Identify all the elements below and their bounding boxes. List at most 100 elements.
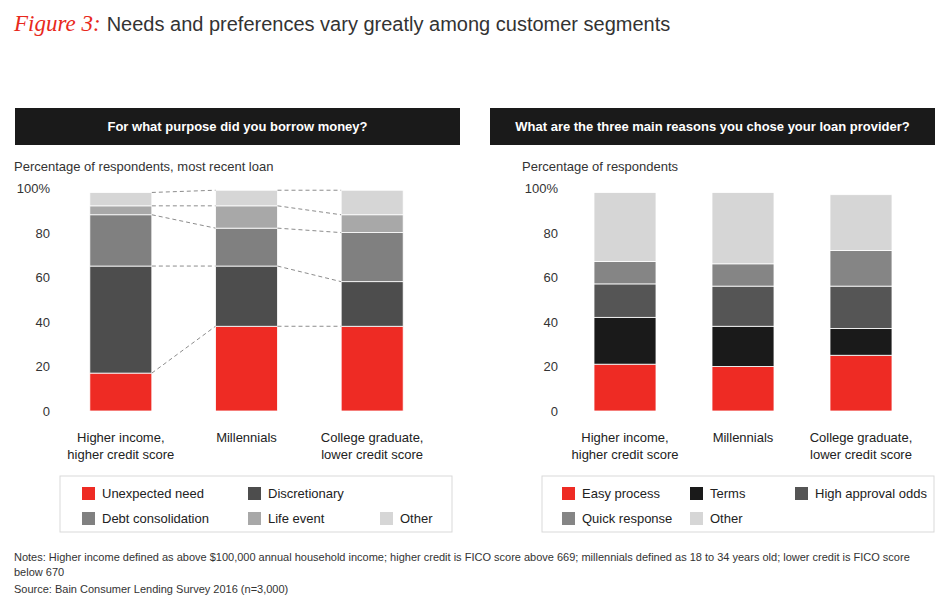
bar-segment xyxy=(830,355,892,411)
chart-title: What are the three main reasons you chos… xyxy=(515,119,909,134)
bar-segment xyxy=(712,326,774,366)
legend-swatch xyxy=(562,512,575,525)
legend-swatch xyxy=(248,487,261,500)
y-tick xyxy=(562,366,565,367)
category-label: College graduate,lower credit score xyxy=(321,430,424,462)
connector xyxy=(278,266,342,282)
y-tick xyxy=(562,188,565,189)
y-tick xyxy=(562,277,565,278)
connector xyxy=(152,266,216,267)
source: Source: Bain Consumer Lending Survey 201… xyxy=(14,582,934,597)
subtitle: Percentage of respondents xyxy=(522,159,679,174)
bar-segment xyxy=(341,215,403,233)
category-label-line: higher credit score xyxy=(67,447,174,462)
legend-box xyxy=(60,476,452,532)
y-tick-label: 0 xyxy=(43,404,50,419)
connector xyxy=(152,190,216,192)
y-tick-label: 20 xyxy=(544,359,558,374)
y-tick-label: 80 xyxy=(36,226,50,241)
subtitle: Percentage of respondents, most recent l… xyxy=(14,159,273,174)
category-label-line: higher credit score xyxy=(572,447,679,462)
legend-label: Other xyxy=(400,511,433,526)
bar-segment xyxy=(216,206,278,228)
connector xyxy=(278,228,342,232)
bar-segment xyxy=(830,195,892,251)
y-tick-label: 60 xyxy=(544,270,558,285)
bar-segment xyxy=(830,250,892,286)
legend-swatch xyxy=(690,512,703,525)
legend-swatch xyxy=(690,487,703,500)
connector xyxy=(278,190,342,191)
legend-swatch xyxy=(82,512,95,525)
plot-area xyxy=(90,190,403,411)
category-label-line: lower credit score xyxy=(810,447,912,462)
header-bar xyxy=(15,108,460,145)
bar-segment xyxy=(594,192,656,261)
chart-title: For what purpose did you borrow money? xyxy=(107,119,367,134)
y-tick xyxy=(54,321,57,322)
legend-box xyxy=(542,476,934,532)
y-tick xyxy=(54,232,57,233)
legend-swatch xyxy=(248,512,261,525)
legend-label: Discretionary xyxy=(268,486,344,501)
bar-segment xyxy=(90,373,152,411)
bar-segment xyxy=(216,228,278,266)
y-tick xyxy=(54,277,57,278)
bar-segment xyxy=(216,190,278,206)
category-label: Millennials xyxy=(713,430,774,445)
y-tick-label: 0 xyxy=(551,404,558,419)
connector xyxy=(278,326,342,327)
figure-title-line: Figure 3:Needs and preferences vary grea… xyxy=(13,11,670,36)
y-tick xyxy=(54,366,57,367)
header-bar xyxy=(490,108,935,145)
bar-segment xyxy=(830,328,892,355)
bar-segment xyxy=(90,206,152,215)
y-tick-label: 20 xyxy=(36,359,50,374)
bar-segment xyxy=(341,326,403,411)
figure-label: Figure 3: xyxy=(13,11,101,36)
y-tick-label: 100% xyxy=(525,181,559,196)
bar-segment xyxy=(712,286,774,326)
legend-label: Other xyxy=(710,511,743,526)
bar-segment xyxy=(712,192,774,263)
bar-segment xyxy=(594,262,656,284)
category-label: College graduate, lower credit score xyxy=(810,430,913,462)
figure: Figure 3:Needs and preferences vary grea… xyxy=(0,0,950,608)
bar-segment xyxy=(594,284,656,317)
bar-segment xyxy=(216,266,278,326)
notes: Notes: Higher income defined as above $1… xyxy=(14,550,934,580)
legend-label: Quick response xyxy=(582,511,672,526)
panel: For what purpose did you borrow money? Pe… xyxy=(14,108,460,532)
y-tick xyxy=(54,411,57,412)
connector xyxy=(278,206,342,215)
bar-segment xyxy=(90,215,152,266)
legend-swatch xyxy=(795,487,808,500)
y-tick-label: 100% xyxy=(17,181,51,196)
y-tick-label: 60 xyxy=(36,270,50,285)
bar-segment xyxy=(594,364,656,411)
y-tick-label: 40 xyxy=(544,315,558,330)
y-tick-label: 40 xyxy=(36,315,50,330)
bar-segment xyxy=(341,233,403,282)
legend-label: Terms xyxy=(710,486,746,501)
bar-segment xyxy=(712,264,774,286)
connector xyxy=(152,205,216,206)
category-label-line: College graduate, xyxy=(321,430,424,445)
bar-segment xyxy=(341,282,403,327)
legend-swatch xyxy=(562,487,575,500)
legend-label: Unexpected need xyxy=(102,486,204,501)
plot-area xyxy=(594,192,892,411)
y-tick xyxy=(54,188,57,189)
category-label-line: Higher income, xyxy=(581,430,668,445)
connector xyxy=(152,326,216,373)
y-tick xyxy=(562,232,565,233)
category-label-line: Higher income, xyxy=(77,430,164,445)
legend-swatch xyxy=(380,512,393,525)
category-label: Millennials xyxy=(216,430,277,445)
legend-swatch xyxy=(82,487,95,500)
category-label-line: College graduate, xyxy=(810,430,913,445)
bar-segment xyxy=(341,190,403,215)
bar-segment xyxy=(90,266,152,373)
connector xyxy=(152,215,216,228)
y-tick xyxy=(562,321,565,322)
